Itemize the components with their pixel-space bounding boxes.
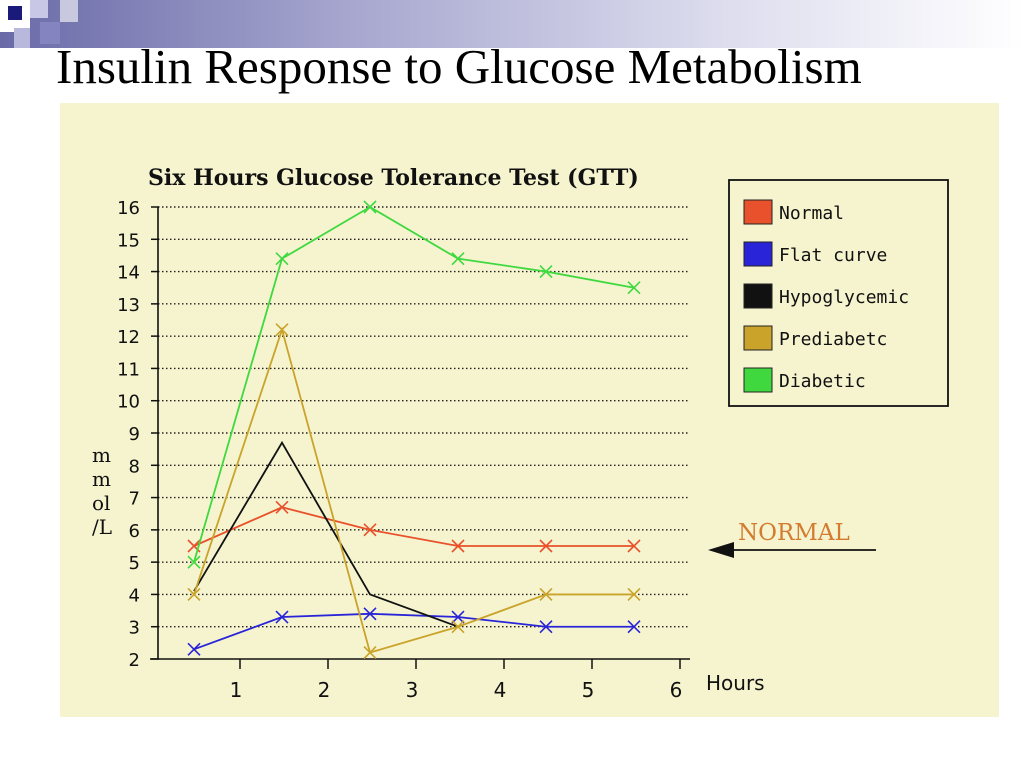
- series-line: [193, 612, 634, 651]
- y-tick-label: 9: [129, 424, 140, 445]
- data-point: [451, 252, 465, 266]
- series-line: [193, 205, 635, 563]
- legend-label: Prediabetc: [779, 329, 887, 350]
- annotation-label: NORMAL: [738, 520, 850, 546]
- data-point: [539, 587, 553, 601]
- x-tick-label: 5: [582, 678, 595, 702]
- legend-swatch: [743, 283, 773, 309]
- chart-panel: [60, 103, 999, 717]
- y-tick-label: 11: [117, 359, 140, 380]
- title-bar-gradient: [0, 0, 1024, 48]
- data-point: [275, 500, 289, 514]
- data-point: [187, 555, 201, 569]
- series-line: [193, 326, 634, 654]
- y-tick-label: 6: [129, 521, 140, 542]
- slide-title: Insulin Response to Glucose Metabolism: [56, 39, 862, 94]
- data-point: [539, 539, 553, 553]
- x-tick-label: 1: [230, 678, 243, 702]
- data-point: [539, 265, 553, 279]
- data-point: [275, 323, 289, 337]
- y-tick-label: 7: [129, 489, 140, 510]
- x-axis-label: Hours: [706, 671, 765, 695]
- data-point: [627, 587, 641, 601]
- y-tick-label: 12: [117, 327, 140, 348]
- data-point: [275, 610, 289, 624]
- data-point: [187, 587, 201, 601]
- y-tick-label: 2: [129, 650, 140, 671]
- y-tick-label: 16: [117, 198, 140, 219]
- y-axis-label-part: ol: [92, 491, 110, 515]
- legend-label: Hypoglycemic: [779, 287, 909, 308]
- series-line: [193, 440, 459, 628]
- x-tick-label: 2: [318, 678, 331, 702]
- y-tick-label: 5: [129, 553, 140, 574]
- decor-square: [14, 28, 30, 48]
- decor-square: [8, 6, 22, 20]
- data-point: [627, 620, 641, 634]
- y-tick-label: 10: [117, 392, 140, 413]
- y-axis-label-part: /L: [92, 515, 112, 539]
- legend-swatch: [743, 199, 773, 225]
- y-tick-label: 4: [129, 585, 140, 606]
- chart-title: Six Hours Glucose Tolerance Test (GTT): [148, 165, 639, 191]
- data-point: [363, 523, 377, 537]
- y-tick-label: 8: [129, 456, 140, 477]
- data-point: [275, 252, 289, 266]
- legend-box: [728, 179, 949, 407]
- decor-square: [30, 0, 48, 18]
- legend-label: Flat curve: [779, 245, 887, 266]
- legend-label: Diabetic: [779, 371, 866, 392]
- data-point: [363, 607, 377, 621]
- data-point: [363, 200, 377, 214]
- y-tick-label: 3: [129, 618, 140, 639]
- x-tick-label: 3: [406, 678, 419, 702]
- data-point: [451, 620, 465, 634]
- y-tick-label: 13: [117, 295, 140, 316]
- annotation-arrow-head: [708, 542, 734, 558]
- legend-swatch: [743, 325, 773, 351]
- y-tick-label: 14: [117, 263, 140, 284]
- data-point: [627, 539, 641, 553]
- x-tick-label: 4: [494, 678, 507, 702]
- legend-swatch: [743, 367, 773, 393]
- series-line: [193, 506, 634, 547]
- data-point: [363, 645, 377, 660]
- y-axis-label-part: m: [92, 443, 111, 467]
- y-tick-label: 15: [117, 230, 140, 251]
- legend-label: Normal: [779, 203, 844, 224]
- data-point: [451, 610, 465, 624]
- data-point: [627, 281, 641, 295]
- data-point: [451, 539, 465, 553]
- y-axis-label-part: m: [92, 467, 111, 491]
- x-tick-label: 6: [670, 678, 683, 702]
- y-axis-label: m m ol/L: [92, 443, 112, 539]
- decor-square: [60, 0, 78, 22]
- legend-swatch: [743, 241, 773, 267]
- data-point: [539, 620, 553, 634]
- data-point: [187, 642, 201, 656]
- decor-square: [40, 22, 60, 44]
